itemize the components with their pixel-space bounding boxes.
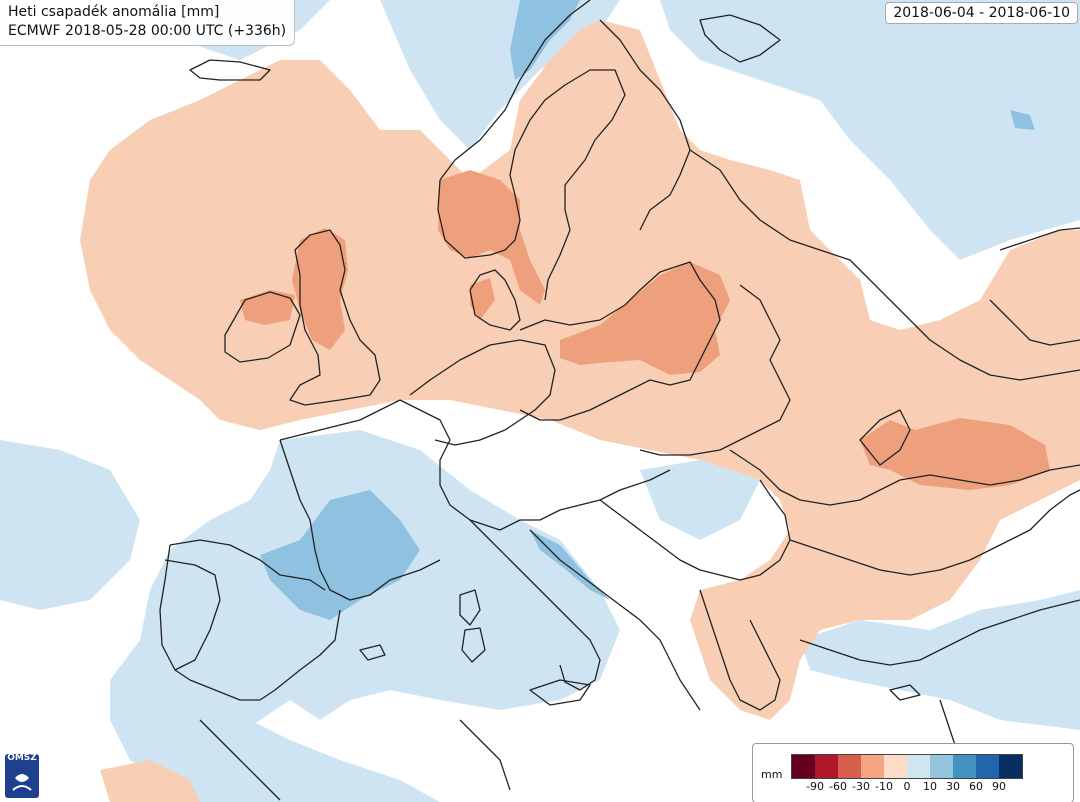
legend-swatch — [999, 755, 1022, 778]
legend-tick-label: 30 — [946, 780, 960, 793]
legend-tick-label: 10 — [923, 780, 937, 793]
legend-swatch — [838, 755, 861, 778]
coastlines-borders — [159, 0, 1080, 801]
legend-swatch — [953, 755, 976, 778]
legend-swatch — [976, 755, 999, 778]
legend-swatch — [930, 755, 953, 778]
date-range-label: 2018-06-04 - 2018-06-10 — [885, 2, 1078, 24]
map-subtitle: ECMWF 2018-05-28 00:00 UTC (+336h) — [8, 23, 287, 39]
legend-tick-label: -10 — [875, 780, 893, 793]
color-legend: mm -90 -60 -30 -10 0 10 30 60 90 — [752, 743, 1074, 802]
legend-unit: mm — [761, 768, 783, 781]
legend-tick-label: -60 — [829, 780, 847, 793]
legend-swatch — [792, 755, 815, 778]
legend-swatch — [861, 755, 884, 778]
dry-anomaly-regions — [80, 20, 1080, 802]
legend-swatch — [884, 755, 907, 778]
legend-tick-label: 0 — [903, 780, 911, 793]
map-title: Heti csapadék anomália [mm] — [8, 4, 220, 20]
dry-strong-regions — [240, 170, 1050, 490]
legend-ticks: -90 -60 -30 -10 0 10 30 60 90 — [791, 780, 1067, 796]
legend-swatches — [791, 754, 1023, 779]
legend-swatch — [907, 755, 930, 778]
legend-tick-label: 90 — [992, 780, 1006, 793]
logo-label: OMSZ — [7, 753, 37, 763]
legend-tick-label: -30 — [852, 780, 870, 793]
legend-tick-label: 60 — [969, 780, 983, 793]
map-title-box: Heti csapadék anomália [mm] ECMWF 2018-0… — [0, 0, 296, 46]
omsz-logo: OMSZ — [3, 752, 41, 800]
legend-tick-label: -90 — [806, 780, 824, 793]
legend-swatch — [815, 755, 838, 778]
